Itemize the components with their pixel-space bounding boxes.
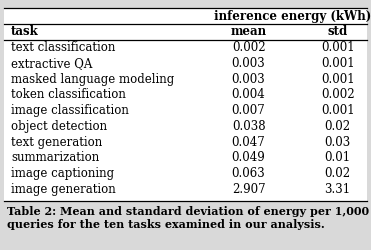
Text: 0.01: 0.01: [325, 152, 351, 164]
Text: image classification: image classification: [11, 104, 129, 117]
Text: 0.038: 0.038: [232, 120, 265, 133]
Text: image captioning: image captioning: [11, 167, 114, 180]
Text: 0.002: 0.002: [232, 41, 265, 54]
Text: Table 2: Mean and standard deviation of energy per 1,000
queries for the ten tas: Table 2: Mean and standard deviation of …: [7, 206, 370, 230]
Text: object detection: object detection: [11, 120, 107, 133]
Text: mean: mean: [230, 26, 267, 38]
Text: inference energy (kWh): inference energy (kWh): [214, 10, 371, 23]
Text: 0.001: 0.001: [321, 73, 354, 86]
Text: 0.001: 0.001: [321, 41, 354, 54]
Text: std: std: [328, 26, 348, 38]
Text: masked language modeling: masked language modeling: [11, 73, 174, 86]
Text: text classification: text classification: [11, 41, 115, 54]
Bar: [4, 8, 367, 201]
Text: task: task: [11, 26, 39, 38]
Text: summarization: summarization: [11, 152, 99, 164]
Text: 0.004: 0.004: [232, 88, 265, 102]
Text: token classification: token classification: [11, 88, 126, 102]
Text: 0.002: 0.002: [321, 88, 354, 102]
Text: 3.31: 3.31: [325, 183, 351, 196]
Text: 0.007: 0.007: [232, 104, 265, 117]
Text: 2.907: 2.907: [232, 183, 265, 196]
Text: 0.001: 0.001: [321, 57, 354, 70]
Text: 0.047: 0.047: [232, 136, 265, 149]
Text: 0.03: 0.03: [325, 136, 351, 149]
Text: image generation: image generation: [11, 183, 116, 196]
Text: 0.02: 0.02: [325, 120, 351, 133]
Text: extractive QA: extractive QA: [11, 57, 92, 70]
Text: 0.003: 0.003: [232, 57, 265, 70]
Text: text generation: text generation: [11, 136, 102, 149]
Text: 0.063: 0.063: [232, 167, 265, 180]
Text: 0.003: 0.003: [232, 73, 265, 86]
Text: 0.001: 0.001: [321, 104, 354, 117]
Text: 0.02: 0.02: [325, 167, 351, 180]
Text: 0.049: 0.049: [232, 152, 265, 164]
